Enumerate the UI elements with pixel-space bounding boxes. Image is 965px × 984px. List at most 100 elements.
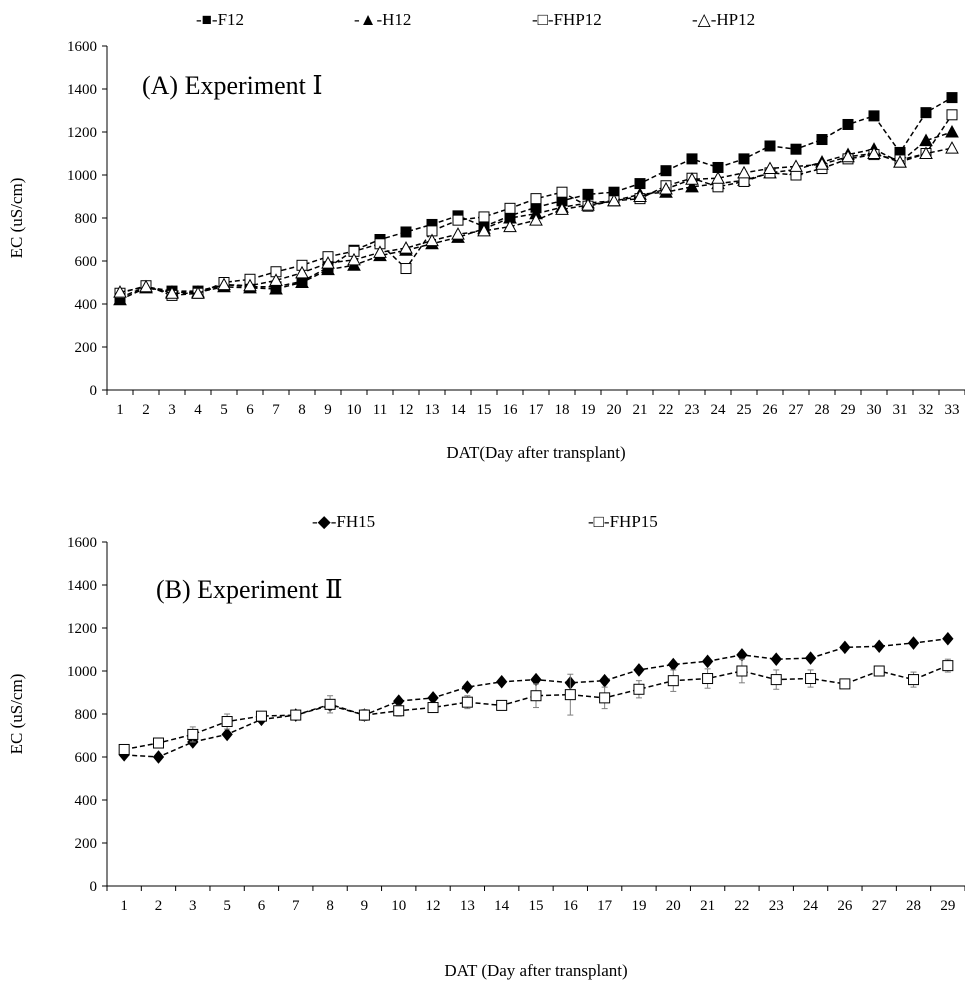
x-tick-label: 11 — [373, 402, 387, 418]
x-tick-label: 27 — [872, 898, 888, 914]
x-tick-label: 20 — [607, 402, 622, 418]
data-point — [221, 716, 233, 728]
data-point — [738, 153, 750, 165]
y-tick-label: 800 — [75, 211, 98, 227]
x-tick-label: 12 — [426, 898, 441, 914]
data-point — [496, 699, 508, 711]
data-point — [907, 636, 920, 650]
y-axis-title: EC (uS/cm) — [7, 674, 26, 755]
x-tick-label: 19 — [581, 402, 596, 418]
data-point — [555, 202, 569, 215]
x-tick-label: 24 — [803, 898, 819, 914]
data-point — [461, 696, 473, 708]
data-point — [711, 171, 725, 184]
series-1 — [118, 658, 954, 755]
data-point — [839, 678, 851, 690]
data-point — [556, 186, 568, 198]
x-tick-label: 21 — [700, 898, 715, 914]
data-point — [427, 702, 439, 714]
data-point — [634, 178, 646, 190]
data-point — [737, 165, 751, 179]
data-point — [118, 743, 130, 755]
x-tick-label: 7 — [272, 402, 280, 418]
x-tick-label: 2 — [155, 898, 163, 914]
y-tick-label: 800 — [75, 707, 98, 723]
data-point — [919, 133, 933, 147]
x-tick-label: 31 — [893, 402, 908, 418]
x-tick-label: 27 — [789, 402, 805, 418]
data-point — [321, 256, 335, 269]
data-point — [530, 690, 542, 702]
data-point — [667, 675, 679, 687]
x-tick-label: 23 — [769, 898, 784, 914]
data-point — [478, 211, 490, 223]
data-point — [764, 140, 776, 152]
data-point — [667, 657, 679, 672]
legend-label: -□-FHP12 — [532, 10, 602, 29]
data-point — [451, 227, 465, 240]
y-tick-label: 1000 — [67, 664, 97, 680]
x-tick-label: 17 — [597, 898, 613, 914]
x-tick-label: 10 — [347, 402, 362, 418]
data-point — [763, 161, 777, 175]
x-tick-label: 10 — [391, 898, 406, 914]
data-point — [660, 165, 672, 177]
data-point — [321, 262, 335, 276]
x-tick-label: 13 — [460, 898, 475, 914]
data-point — [842, 118, 854, 130]
y-tick-label: 200 — [75, 836, 98, 852]
data-point — [701, 654, 714, 669]
data-point — [633, 683, 645, 695]
data-point — [324, 698, 336, 710]
data-point — [191, 286, 205, 299]
x-tick-label: 17 — [529, 402, 545, 418]
x-tick-label: 13 — [425, 402, 440, 418]
x-tick-label: 26 — [763, 402, 779, 418]
data-point — [919, 146, 933, 159]
x-tick-label: 15 — [477, 402, 492, 418]
data-point — [685, 172, 699, 185]
data-point — [839, 640, 851, 655]
data-point — [496, 674, 508, 689]
data-point — [868, 110, 880, 122]
data-point — [529, 213, 543, 226]
panel-label: (A) Experiment Ⅰ — [142, 71, 323, 100]
y-tick-label: 1400 — [67, 82, 97, 98]
y-tick-label: 1200 — [67, 621, 97, 637]
data-point — [295, 275, 309, 288]
legend-label: -▲-H12 — [354, 10, 411, 29]
data-point — [269, 281, 283, 295]
data-point — [607, 193, 621, 207]
y-tick-label: 1200 — [67, 125, 97, 141]
legend-label: -◆-FH15 — [312, 512, 375, 531]
series-line — [119, 131, 953, 301]
data-point — [504, 202, 516, 214]
x-tick-label: 22 — [734, 898, 749, 914]
panel-label: (B) Experiment Ⅱ — [156, 575, 343, 604]
data-point — [358, 709, 370, 721]
data-point — [347, 252, 361, 266]
x-tick-label: 21 — [633, 402, 648, 418]
data-point — [942, 660, 954, 672]
y-tick-label: 0 — [90, 383, 98, 399]
x-tick-label: 5 — [220, 402, 228, 418]
x-tick-label: 14 — [494, 898, 510, 914]
data-point — [633, 663, 645, 677]
y-tick-label: 1600 — [67, 535, 97, 551]
x-tick-label: 16 — [563, 898, 579, 914]
data-point — [400, 226, 412, 238]
data-point — [736, 665, 748, 677]
data-point — [425, 233, 439, 247]
x-tick-label: 20 — [666, 898, 681, 914]
x-tick-label: 19 — [631, 898, 646, 914]
x-axis-title: DAT(Day after transplant) — [446, 443, 625, 462]
x-tick-label: 9 — [324, 402, 332, 418]
y-tick-label: 1400 — [67, 578, 97, 594]
x-tick-label: 7 — [292, 898, 300, 914]
x-tick-label: 26 — [837, 898, 853, 914]
data-point — [893, 155, 907, 168]
data-point — [295, 265, 309, 279]
data-point — [399, 241, 413, 254]
